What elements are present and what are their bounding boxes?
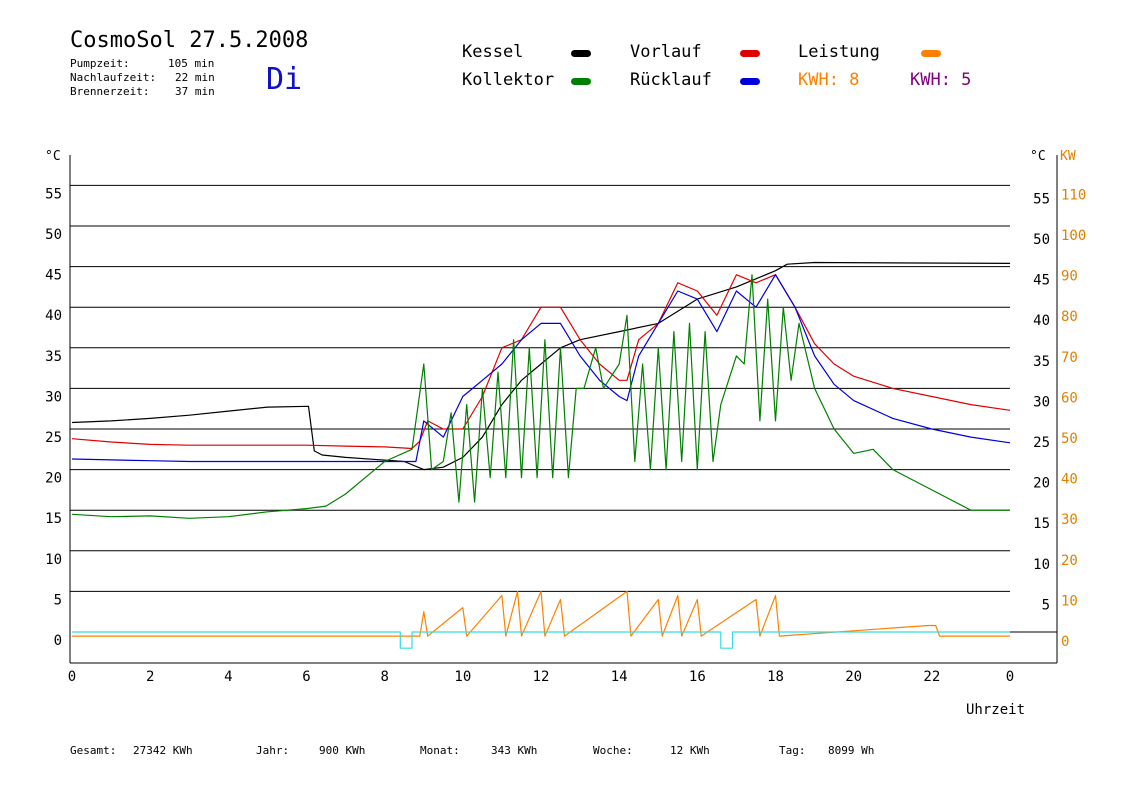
footer-value-gesamt: 27342 KWh <box>133 744 193 757</box>
legend-label-vorlauf: Vorlauf <box>630 42 702 62</box>
footer-label-monat: Monat: <box>420 744 460 757</box>
y2-tick-label-kw: 20 <box>1061 553 1078 569</box>
x-tick-label: 6 <box>302 669 310 685</box>
footer-label-tag: Tag: <box>779 744 806 757</box>
y-tick-label-right: 35 <box>1033 354 1050 370</box>
series-line-kollektor <box>71 274 1010 519</box>
y2-tick-label-kw: 60 <box>1061 390 1078 406</box>
y2-tick-label-kw: 30 <box>1061 512 1078 528</box>
legend-swatch-vorlauf <box>740 50 760 57</box>
y-tick-label-left: 15 <box>45 511 62 527</box>
series-line-r-cklauf <box>71 274 1011 463</box>
legend-label-kessel: Kessel <box>462 42 524 62</box>
x-tick-label: 16 <box>689 669 706 685</box>
y-tick-label-right: 15 <box>1033 516 1050 532</box>
x-tick-label: 2 <box>146 669 154 685</box>
y-tick-label-right: 40 <box>1033 313 1050 329</box>
y-tick-label-left: 40 <box>45 308 62 324</box>
x-tick-label: 10 <box>454 669 471 685</box>
legend-kwh-leistung: KWH: 8 <box>798 70 860 90</box>
y2-tick-label-kw: 110 <box>1061 187 1086 203</box>
y-tick-label-left: 55 <box>45 186 62 202</box>
x-tick-label: 14 <box>611 669 628 685</box>
y-tick-label-right: 45 <box>1033 273 1050 289</box>
y-axis-unit-right: °C <box>1030 149 1046 164</box>
stat-label-brennerzeit: Brennerzeit: <box>70 85 150 98</box>
footer-value-tag: 8099 Wh <box>828 744 875 757</box>
y2-tick-label-kw: 50 <box>1061 431 1078 447</box>
y2-tick-label-kw: 100 <box>1061 228 1086 244</box>
y-tick-label-left: 50 <box>45 227 62 243</box>
weekday-label: Di <box>266 62 303 97</box>
x-tick-label: 0 <box>1006 669 1014 685</box>
series-line-vorlauf <box>71 274 1011 450</box>
y-tick-label-right: 30 <box>1033 394 1050 410</box>
footer-label-jahr: Jahr: <box>256 744 290 757</box>
footer-label-woche: Woche: <box>593 744 633 757</box>
x-tick-label: 8 <box>380 669 388 685</box>
legend-swatch-kollektor <box>571 78 591 85</box>
legend-label-leistung: Leistung <box>798 42 880 62</box>
stat-value-nachlaufzeit: 22 min <box>175 71 215 84</box>
y-tick-label-left: 45 <box>45 268 62 284</box>
y-tick-label-left: 5 <box>54 592 62 608</box>
stat-value-brennerzeit: 37 min <box>175 85 215 98</box>
y2-tick-label-kw: 40 <box>1061 472 1078 488</box>
footer-label-gesamt: Gesamt: <box>70 744 117 757</box>
legend-swatch-ruecklauf <box>740 78 760 85</box>
legend-label-kollektor: Kollektor <box>462 70 555 90</box>
y-tick-label-left: 25 <box>45 430 62 446</box>
x-tick-label: 20 <box>845 669 862 685</box>
series-line-leistung <box>72 590 1010 637</box>
y-tick-label-right: 5 <box>1042 597 1050 613</box>
y2-tick-label-kw: 80 <box>1061 309 1078 325</box>
stat-label-nachlaufzeit: Nachlaufzeit: <box>70 71 157 84</box>
x-tick-label: 22 <box>923 669 940 685</box>
page-title: CosmoSol 27.5.2008 <box>70 28 309 53</box>
y2-tick-label-kw: 70 <box>1061 350 1078 366</box>
legend-swatch-kessel <box>571 50 591 57</box>
y2-tick-label-kw: 0 <box>1061 634 1069 650</box>
footer-value-jahr: 900 KWh <box>319 744 366 757</box>
y-tick-label-left: 0 <box>54 633 62 649</box>
stat-value-pumpzeit: 105 min <box>168 57 215 70</box>
series-line-pumpe <box>72 631 1010 649</box>
y-tick-label-left: 10 <box>45 552 62 568</box>
y-tick-label-right: 10 <box>1033 557 1050 573</box>
x-axis-label: Uhrzeit <box>966 702 1025 718</box>
x-tick-label: 4 <box>224 669 232 685</box>
legend-kwh-solar: KWH: 5 <box>910 70 972 90</box>
x-tick-label: 18 <box>767 669 784 685</box>
legend-swatch-leistung <box>921 50 941 57</box>
y-tick-label-left: 20 <box>45 471 62 487</box>
stat-label-pumpzeit: Pumpzeit: <box>70 57 130 70</box>
y-tick-label-right: 55 <box>1033 191 1050 207</box>
y2-tick-label-kw: 90 <box>1061 269 1078 285</box>
y-axis-unit-left: °C <box>45 149 61 164</box>
y-tick-label-left: 35 <box>45 349 62 365</box>
x-tick-label: 0 <box>68 669 76 685</box>
y-tick-label-right: 25 <box>1033 435 1050 451</box>
legend-label-ruecklauf: Rücklauf <box>630 70 712 90</box>
y-tick-label-right: 50 <box>1033 232 1050 248</box>
y-axis-unit-kw: KW <box>1060 149 1076 164</box>
y-tick-label-right: 20 <box>1033 476 1050 492</box>
series-line-kessel <box>71 261 1011 471</box>
footer-value-woche: 12 KWh <box>670 744 710 757</box>
y-tick-label-left: 30 <box>45 389 62 405</box>
y2-tick-label-kw: 10 <box>1061 593 1078 609</box>
x-tick-label: 12 <box>533 669 550 685</box>
footer-value-monat: 343 KWh <box>491 744 538 757</box>
